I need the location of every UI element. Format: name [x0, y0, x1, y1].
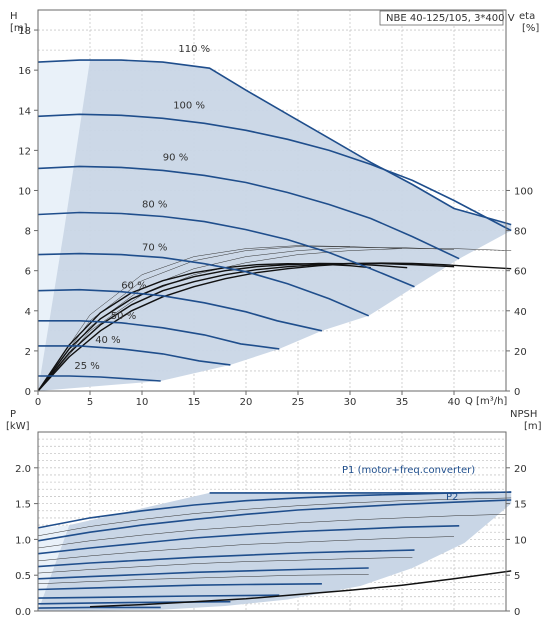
bottom-y2-tick-label: 0: [514, 607, 520, 618]
top-frame: [37, 9, 507, 392]
bottom-y2-tick-label: 10: [514, 535, 527, 546]
speed-label: 110 %: [178, 44, 210, 55]
top-y-tick-label: 12: [18, 146, 31, 157]
top-y2label-name: eta: [519, 11, 535, 22]
top-x-tick-label: 30: [344, 397, 357, 408]
bottom-y2-tick-label: 5: [514, 571, 520, 582]
top-operating-range: [38, 60, 512, 391]
top-x-tick-label: 35: [396, 397, 409, 408]
top-y-tick-label: 18: [18, 26, 31, 37]
top-xlabel: Q [m³/h]: [465, 396, 507, 407]
bottom-y2-tick-label: 15: [514, 500, 527, 511]
top-x-tick-label: 40: [448, 397, 461, 408]
top-y-tick-label: 4: [25, 307, 31, 318]
top-y2-tick-label: 100: [514, 186, 533, 197]
bottom-y2-tick-label: 20: [514, 464, 527, 475]
bottom-y-tick-label: 0.5: [15, 571, 31, 582]
npsh-curve: [89, 570, 512, 608]
top-y2-tick-label: 20: [514, 347, 527, 358]
qh-curve: [37, 165, 460, 260]
speed-label: 70 %: [142, 243, 167, 254]
bottom-y-tick-label: 2.0: [15, 464, 31, 475]
bottom-y2label-unit: [m]: [524, 421, 542, 432]
power-npsh-chart: 0.0 0.5 1.0 1.5 2.0 0 5 10 15 20: [15, 431, 527, 618]
top-y2label-unit: [%]: [522, 23, 539, 34]
eta-curve: [37, 262, 512, 392]
power-curve: [37, 606, 161, 609]
bottom-y-tick-label: 1.0: [15, 535, 31, 546]
speed-label: 25 %: [74, 361, 99, 372]
qh-curve: [37, 252, 370, 317]
top-y-tick-label: 2: [25, 347, 31, 358]
bottom-ylabel-unit: [kW]: [6, 421, 30, 432]
eta-curve: [37, 262, 408, 392]
speed-label: 50 %: [111, 311, 136, 322]
bottom-y-tick-label: 0.0: [15, 607, 31, 618]
power-curve: [37, 549, 415, 568]
top-y2-tick-label: 0: [514, 387, 520, 398]
top-x-tick-label: 5: [87, 397, 93, 408]
bottom-y-tick-label: 1.5: [15, 500, 31, 511]
title-box: [379, 10, 504, 26]
eta-thin-curve: [37, 245, 351, 392]
top-y-tick-label: 0: [25, 387, 31, 398]
top-x-tick-label: 20: [240, 397, 253, 408]
top-light-region: [38, 60, 90, 391]
top-y2-tick-label: 40: [514, 307, 527, 318]
speed-label: 80 %: [142, 200, 167, 211]
chart-title: NBE 40-125/105, 3*400 V: [386, 13, 515, 24]
top-x-tick-label: 25: [292, 397, 305, 408]
legend-p2: P2: [446, 492, 458, 503]
top-y2-tick-label: 80: [514, 227, 527, 238]
power-thin-curve: [37, 536, 455, 562]
top-ylabel-unit: [m]: [10, 23, 28, 34]
qh-curve: [37, 211, 415, 288]
power-thin-curve: [37, 574, 369, 585]
bottom-frame: [37, 431, 507, 612]
speed-label: 90 %: [163, 152, 188, 163]
legend-p1: P1 (motor+freq.converter): [342, 465, 475, 476]
head-efficiency-chart: 110 % 100 % 90 % 80 % 70 % 60 % 50 % 40 % 25 % 0 5…: [18, 9, 533, 408]
bottom-y2label-name: NPSH: [510, 409, 537, 420]
top-x-tick-label: 15: [188, 397, 201, 408]
power-curve: [37, 525, 460, 555]
top-y-tick-label: 10: [18, 186, 31, 197]
power-curve: [37, 567, 369, 580]
qh-curve: [37, 59, 512, 226]
qh-curve: [38, 345, 231, 366]
top-ylabel-name: H: [10, 11, 18, 22]
power-curve: [37, 499, 512, 542]
top-y2-tick-label: 60: [514, 267, 527, 278]
top-x-tick-label: 0: [35, 397, 41, 408]
qh-curve: [38, 320, 280, 350]
top-y-tick-label: 6: [25, 267, 31, 278]
qh-curve: [37, 288, 323, 332]
qh-curve: [37, 113, 512, 232]
power-thin-curve: [37, 497, 512, 537]
bottom-light-region: [38, 525, 70, 611]
power-curve: [37, 491, 512, 529]
power-thin-curve: [37, 557, 413, 574]
power-thin-curve: [37, 514, 507, 549]
bottom-ylabel-name: P: [10, 409, 16, 420]
speed-label: 60 %: [121, 281, 146, 292]
speed-label: 40 %: [95, 335, 120, 346]
qh-curve: [38, 375, 161, 382]
top-x-tick-label: 10: [136, 397, 149, 408]
top-y-tick-label: 14: [18, 106, 31, 117]
eta-curve: [37, 262, 371, 392]
power-curve: [37, 594, 280, 599]
bottom-operating-range: [38, 492, 512, 611]
top-y-tick-label: 16: [18, 66, 31, 77]
power-curve: [37, 583, 322, 591]
speed-label: 100 %: [173, 100, 205, 111]
top-y-tick-label: 8: [25, 227, 31, 238]
